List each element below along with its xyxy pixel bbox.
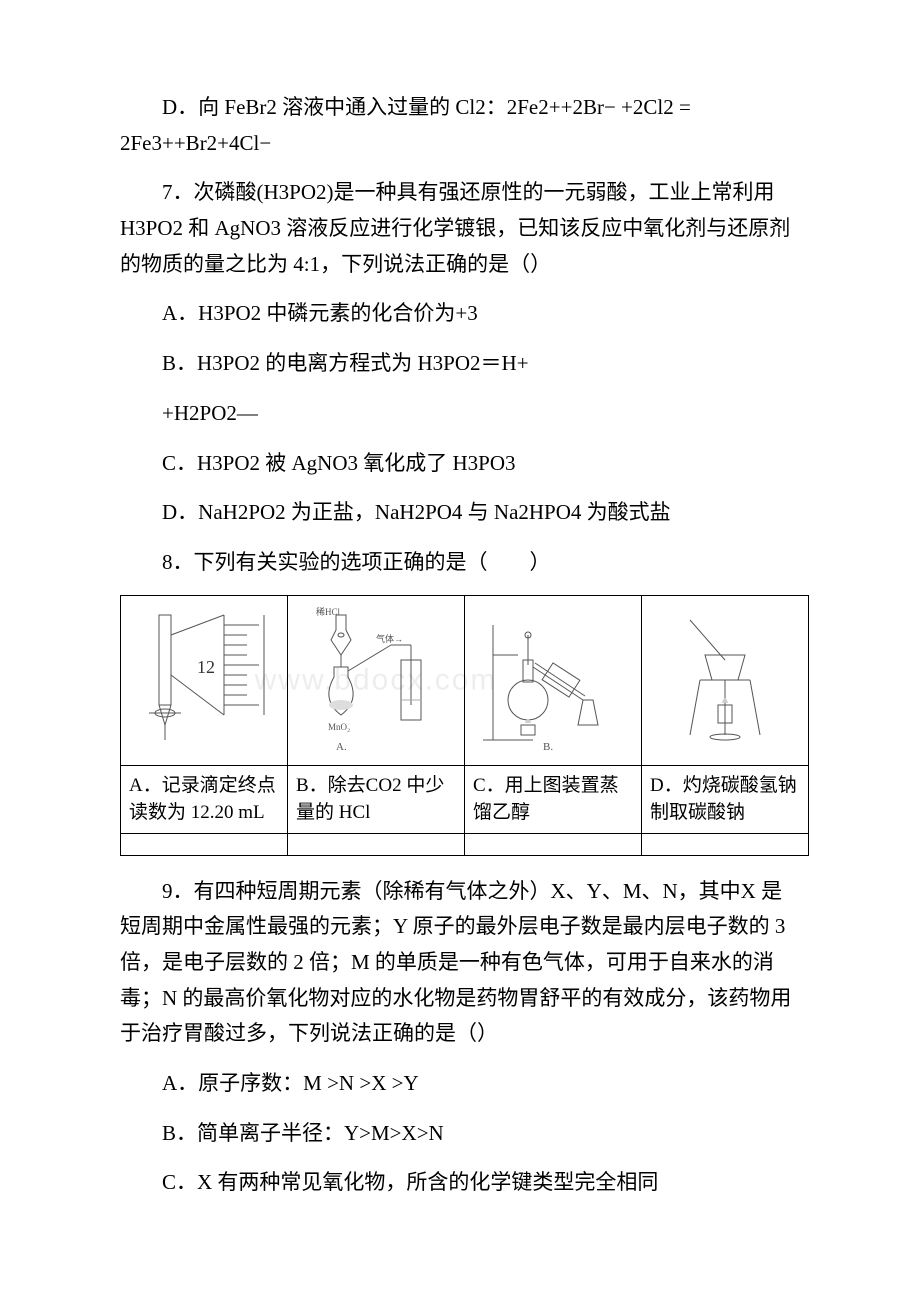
- q7-option-c: C．H3PO2 被 AgNO3 氧化成了 H3PO3: [120, 446, 800, 482]
- q8-cell-a-image: 12: [121, 595, 288, 765]
- q7-option-d: D．NaH2PO2 为正盐，NaH2PO4 与 Na2HPO4 为酸式盐: [120, 495, 800, 531]
- q8-cell-b-image: www.bdocx.com: [288, 595, 465, 765]
- q6-option-d: D．向 FeBr2 溶液中通入过量的 Cl2：2Fe2++2Br− +2Cl2 …: [120, 90, 800, 161]
- q7-option-a: A．H3PO2 中磷元素的化合价为+3: [120, 296, 800, 332]
- q8-cell-b-text: B．除去CO2 中少量的 HCl: [288, 765, 465, 833]
- svg-text:A.: A.: [336, 741, 347, 753]
- svg-text:12: 12: [197, 657, 215, 677]
- q7-option-b-line1: B．H3PO2 的电离方程式为 H3PO2＝H+: [120, 346, 800, 382]
- q8-table: 12 www.bdocx.com: [120, 595, 809, 856]
- label-hcl: 稀HCl: [316, 606, 341, 617]
- q8-cell-a-text: A．记录滴定终点读数为 12.20 mL: [121, 765, 288, 833]
- q9-option-a: A．原子序数：M >N >X >Y: [120, 1066, 800, 1102]
- svg-text:B.: B.: [543, 741, 553, 753]
- q8-blank-row: [121, 833, 809, 855]
- q8-cell-c-image: B.: [465, 595, 642, 765]
- label-gas: 气体→: [376, 633, 403, 644]
- q9-stem: 9．有四种短周期元素（除稀有气体之外）X、Y、M、N，其中X 是短周期中金属性最…: [120, 874, 800, 1052]
- q8-label-row: A．记录滴定终点读数为 12.20 mL B．除去CO2 中少量的 HCl C．…: [121, 765, 809, 833]
- q9-option-b: B．简单离子半径：Y>M>X>N: [120, 1116, 800, 1152]
- q7-stem: 7．次磷酸(H3PO2)是一种具有强还原性的一元弱酸，工业上常利用 H3PO2 …: [120, 175, 800, 282]
- label-mno2: MnO₂: [328, 722, 350, 732]
- q7-option-b-line2: +H2PO2—: [120, 396, 800, 432]
- q8-cell-d-image: [642, 595, 809, 765]
- q8-cell-c-text: C．用上图装置蒸馏乙醇: [465, 765, 642, 833]
- q8-image-row: 12 www.bdocx.com: [121, 595, 809, 765]
- q9-option-c: C．X 有两种常见氧化物，所含的化学键类型完全相同: [120, 1165, 800, 1201]
- q8-stem: 8．下列有关实验的选项正确的是（ ）: [120, 545, 800, 581]
- q8-cell-d-text: D．灼烧碳酸氢钠制取碳酸钠: [642, 765, 809, 833]
